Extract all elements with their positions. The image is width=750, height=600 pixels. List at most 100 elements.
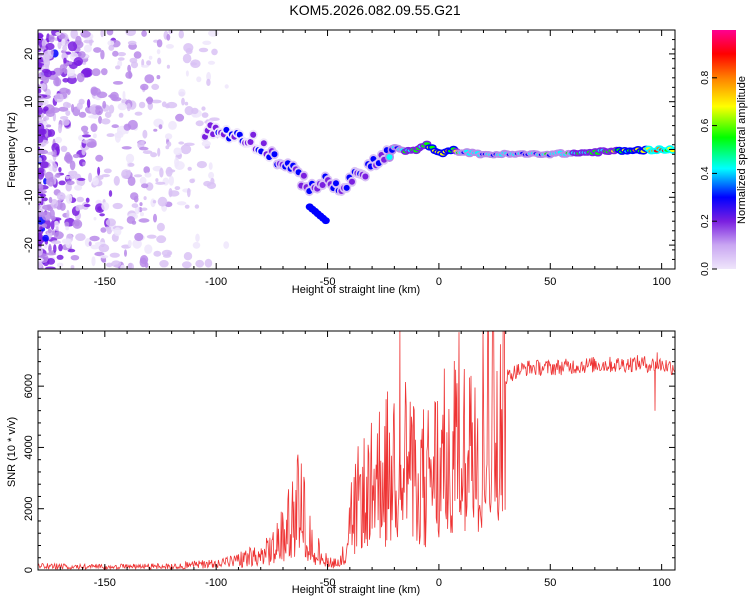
spectrogram-noise-blob bbox=[155, 178, 159, 183]
spectrogram-noise-blob bbox=[117, 102, 128, 111]
spectrogram-noise-blob bbox=[151, 83, 160, 90]
spectrogram-noise-blob bbox=[77, 51, 86, 59]
spectrogram-noise-blob bbox=[88, 172, 93, 183]
spectrogram-noise-blob bbox=[144, 244, 153, 254]
spectrogram-noise-blob bbox=[143, 196, 147, 201]
spectrogram-noise-blob bbox=[62, 78, 69, 83]
spectrogram-noise-blob bbox=[92, 133, 97, 139]
spectrogram-noise-blob bbox=[55, 226, 59, 232]
x-tick-label: 0 bbox=[436, 577, 442, 589]
x-tick-label: -150 bbox=[94, 276, 116, 288]
spectrogram-noise-blob bbox=[210, 177, 215, 185]
spectrogram-noise-blob bbox=[133, 51, 142, 59]
spectrogram-noise-blob bbox=[108, 44, 115, 51]
spectrogram-noise-blob bbox=[140, 212, 144, 217]
spectrogram-noise-blob bbox=[207, 60, 216, 65]
spectrogram-noise-blob bbox=[165, 44, 174, 49]
spectrogram-noise-blob bbox=[178, 141, 185, 145]
spectrogram-noise-blob bbox=[93, 217, 97, 221]
spectrogram-noise-blob bbox=[138, 101, 146, 109]
spectrogram-noise-blob bbox=[133, 174, 143, 178]
spectrogram-noise-blob bbox=[190, 62, 198, 66]
spectrogram-noise-blob bbox=[65, 51, 72, 55]
spectrogram-noise-blob bbox=[48, 243, 52, 254]
spectrogram-noise-blob bbox=[208, 30, 219, 37]
spectrogram-noise-blob bbox=[164, 133, 173, 140]
y-tick-label: 4000 bbox=[23, 435, 35, 459]
spectrogram-noise-blob bbox=[195, 120, 204, 127]
spectrogram-noise-blob bbox=[166, 64, 170, 69]
spectrogram-noise-blob bbox=[141, 64, 149, 68]
spectrogram-noise-blob bbox=[49, 70, 56, 76]
spectrogram-noise-blob bbox=[206, 71, 212, 82]
spectrogram-noise-blob bbox=[115, 65, 121, 70]
spectrogram-noise-blob bbox=[45, 42, 55, 51]
spectrogram-noise-blob bbox=[76, 196, 84, 203]
spectrogram-noise-blob bbox=[101, 118, 111, 125]
spectrogram-noise-blob bbox=[185, 70, 189, 77]
spectrogram-noise-blob bbox=[196, 161, 207, 169]
spectrogram-ridge-core bbox=[260, 140, 267, 147]
y-tick-label: 10 bbox=[23, 96, 35, 108]
snr-panel: -150 -100 -50 0 50 100 0 2000 4000 6000 Height of… bbox=[6, 330, 676, 596]
spectrogram-noise-blob bbox=[146, 96, 153, 105]
spectrogram-noise-blob bbox=[195, 233, 200, 242]
spectrogram-noise-blob bbox=[52, 163, 58, 173]
spectrogram-noise-blob bbox=[211, 48, 218, 56]
spectrogram-noise-blob bbox=[58, 180, 66, 186]
colorbar-label: Normalized spectral amplitude bbox=[736, 76, 748, 224]
spectrogram-noise-blob bbox=[47, 228, 52, 234]
spectrogram-noise-blob bbox=[195, 259, 205, 268]
spectrogram-noise-blob bbox=[178, 88, 186, 97]
spectrogram-noise-blob bbox=[95, 106, 103, 116]
spectrogram-noise-blob bbox=[90, 123, 98, 132]
spectrogram-noise-blob bbox=[74, 184, 83, 191]
spectrogram-noise-blob bbox=[196, 76, 202, 83]
spectrogram-noise-blob bbox=[38, 106, 44, 116]
spectrogram-noise-blob bbox=[50, 220, 55, 231]
colorbar-tick-label: 0.6 bbox=[700, 118, 711, 132]
spectrogram-noise-blob bbox=[112, 81, 124, 85]
spectrogram-noise-blob bbox=[38, 246, 43, 256]
spectrogram-noise-blob bbox=[58, 106, 69, 112]
spectrogram-noise-blob bbox=[105, 262, 113, 268]
spectrogram-noise-blob bbox=[113, 175, 120, 186]
spectrogram-noise-blob bbox=[127, 64, 131, 73]
spectrogram-noise-blob bbox=[38, 157, 42, 163]
spectrogram-noise-blob bbox=[123, 123, 131, 131]
spectrogram-noise-blob bbox=[68, 61, 73, 65]
spectrogram-noise-blob bbox=[70, 30, 78, 39]
x-tick-label: 50 bbox=[544, 577, 556, 589]
spectrogram-noise-blob bbox=[118, 112, 124, 118]
spectrogram-noise-blob bbox=[157, 57, 162, 65]
spectrogram-noise-blob bbox=[65, 194, 73, 204]
spectrogram-noise-blob bbox=[101, 68, 108, 76]
spectrogram-ridge-core bbox=[319, 182, 326, 188]
spectrogram-noise-blob bbox=[168, 190, 180, 197]
spectrogram-noise-blob bbox=[133, 195, 139, 203]
x-tick-label: 50 bbox=[544, 276, 556, 288]
snr-x-label: Height of straight line (km) bbox=[292, 584, 420, 596]
spectrogram-noise-blob bbox=[95, 154, 104, 162]
spectrogram-ridge-core bbox=[300, 172, 307, 179]
spectrogram-noise-blob bbox=[48, 75, 59, 80]
spectrogram-noise-blob bbox=[139, 257, 147, 268]
spectrogram-noise-blob bbox=[138, 218, 150, 223]
spectrogram-noise-blob bbox=[53, 244, 57, 254]
spectrogram-noise-blob bbox=[69, 174, 75, 180]
spectrogram-noise-blob bbox=[61, 38, 66, 46]
spectrogram-noise-blob bbox=[165, 166, 173, 177]
spectrogram-noise-blob bbox=[100, 30, 104, 38]
spectrogram-noise-blob bbox=[56, 262, 64, 268]
spectrogram-noise-blob bbox=[65, 175, 70, 180]
spectrogram-noise-blob bbox=[146, 60, 152, 66]
spectrogram-noise-blob bbox=[82, 161, 86, 166]
spectrogram-noise-blob bbox=[59, 87, 70, 95]
spectrogram-noise-blob bbox=[141, 30, 147, 37]
spectrogram-noise-blob bbox=[53, 149, 57, 157]
spectrogram-noise-blob bbox=[38, 261, 43, 268]
spectrogram-noise-blob bbox=[65, 226, 69, 231]
spectrogram-noise-blob bbox=[125, 153, 135, 164]
spectrogram-noise-blob bbox=[66, 209, 70, 219]
spectrogram-noise-blob bbox=[83, 131, 89, 135]
